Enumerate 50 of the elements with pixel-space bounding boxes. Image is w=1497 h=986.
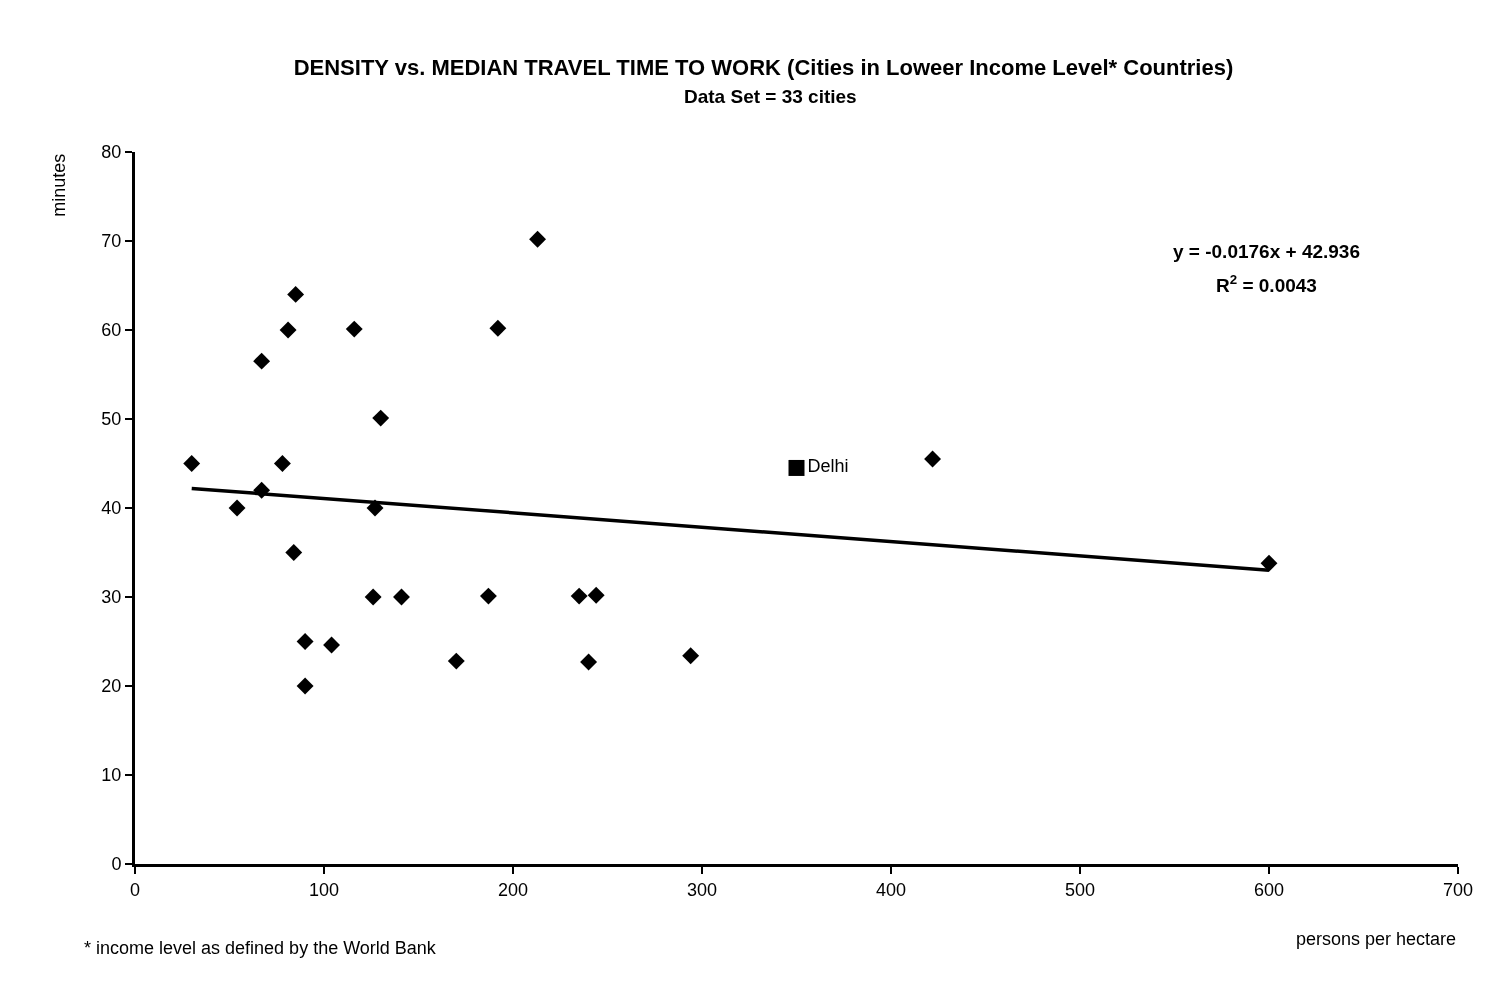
point: [570, 587, 588, 605]
point: [479, 587, 497, 605]
point: [287, 285, 305, 303]
series-label: Delhi: [807, 456, 849, 477]
y-axis-title: minutes: [48, 153, 69, 217]
point: [228, 499, 246, 517]
text: * income level as defined by the World Bank: [84, 938, 437, 958]
y-tick-label: 0: [111, 854, 122, 875]
point: [364, 588, 382, 606]
x-tick-label: 500: [1064, 879, 1096, 900]
point: [489, 319, 507, 337]
y-tick-label: 70: [101, 231, 122, 252]
y-tick-label: 50: [101, 409, 122, 430]
point: [372, 409, 390, 427]
point: [393, 588, 410, 606]
point: [253, 352, 271, 370]
annotation: R$^{2}$ = 0.0043: [1216, 272, 1317, 296]
annotation: y = -0.0176x + 42.936: [1173, 241, 1360, 262]
point: [273, 455, 291, 472]
y-tick-label: 80: [101, 142, 122, 163]
point: [285, 544, 303, 561]
y-tick-label: 40: [101, 498, 122, 519]
y-tick-label: 30: [101, 587, 122, 608]
x-tick-label: 300: [686, 879, 718, 900]
x-tick-label: 200: [497, 879, 529, 900]
x-axis-title: persons per hectare: [1296, 929, 1457, 949]
x-tick-label: 100: [308, 879, 340, 900]
y-tick-label: 10: [101, 765, 122, 786]
point: [587, 586, 605, 604]
x-tick-label: 600: [1253, 879, 1285, 900]
point: [345, 320, 363, 338]
point: [447, 652, 465, 670]
point: [924, 450, 942, 468]
x-tick-label: 400: [875, 879, 907, 900]
point: [296, 633, 314, 650]
y-tick-label: 60: [101, 320, 122, 341]
point: [296, 677, 314, 695]
point: [323, 636, 341, 654]
chart-title: DENSITY vs. MEDIAN TRAVEL TIME TO WORK (Cities in Loweer Income Level* Countries): [293, 54, 1234, 80]
x-tick-label: 0: [129, 879, 141, 900]
point: [1260, 554, 1278, 572]
point: [682, 647, 700, 665]
chart-subtitle: Data Set = 33 cities: [684, 86, 857, 107]
point: [529, 230, 547, 248]
x-tick-label: 700: [1442, 879, 1474, 900]
point: [183, 455, 201, 472]
point: [279, 321, 297, 339]
y-tick-label: 20: [101, 676, 122, 697]
point: [580, 653, 598, 671]
point: [788, 459, 805, 476]
